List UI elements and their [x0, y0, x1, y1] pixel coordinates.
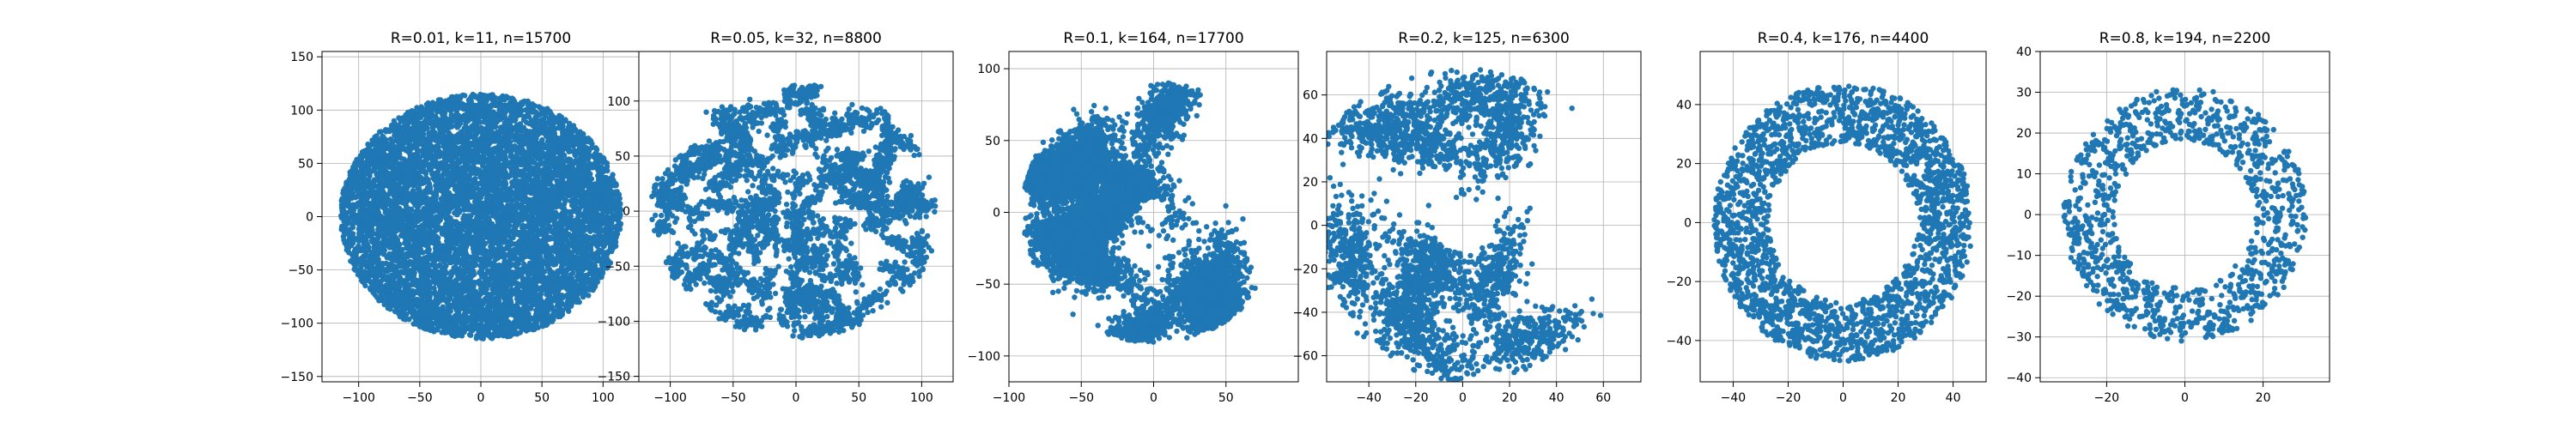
scatter-point	[511, 157, 517, 164]
x-tick-label: 0	[477, 391, 485, 405]
scatter-point	[355, 238, 362, 245]
scatter-point	[350, 164, 356, 170]
scatter-point	[462, 93, 468, 99]
scatter-point	[396, 282, 402, 289]
scatter-point	[492, 124, 499, 130]
scatter-point	[468, 332, 474, 338]
scatter-point	[581, 288, 587, 295]
scatter-point	[384, 254, 390, 261]
scatter-point	[584, 275, 590, 282]
scatter-point	[550, 307, 556, 313]
scatter-point	[554, 178, 560, 184]
y-tick-label: 0	[306, 211, 313, 225]
scatter-points	[338, 91, 624, 341]
y-tick-label: −150	[281, 371, 313, 384]
y-tick-label: 150	[290, 51, 313, 64]
scatter-point	[544, 221, 550, 227]
scatter-point	[399, 269, 405, 275]
scatter-point	[592, 145, 598, 151]
scatter-panel-1: −100 −50 0 50 100−150−100−50050100150R=0.01,…	[281, 30, 641, 405]
x-tick-label: 100	[592, 391, 615, 405]
x-tick-label: −50	[407, 391, 433, 405]
x-tick-label: −100	[342, 391, 374, 405]
scatter-point	[535, 324, 541, 330]
scatter-point	[435, 97, 442, 103]
y-tick-label: 50	[298, 157, 313, 171]
scatter-point	[339, 209, 346, 216]
y-tick-label: −50	[288, 264, 313, 278]
y-tick-label: −100	[281, 317, 313, 331]
scatter-point	[451, 299, 458, 305]
scatter-point	[522, 253, 528, 260]
x-tick-label: 50	[534, 391, 550, 405]
y-tick-label: 100	[290, 104, 313, 118]
scatter-point	[488, 335, 494, 341]
